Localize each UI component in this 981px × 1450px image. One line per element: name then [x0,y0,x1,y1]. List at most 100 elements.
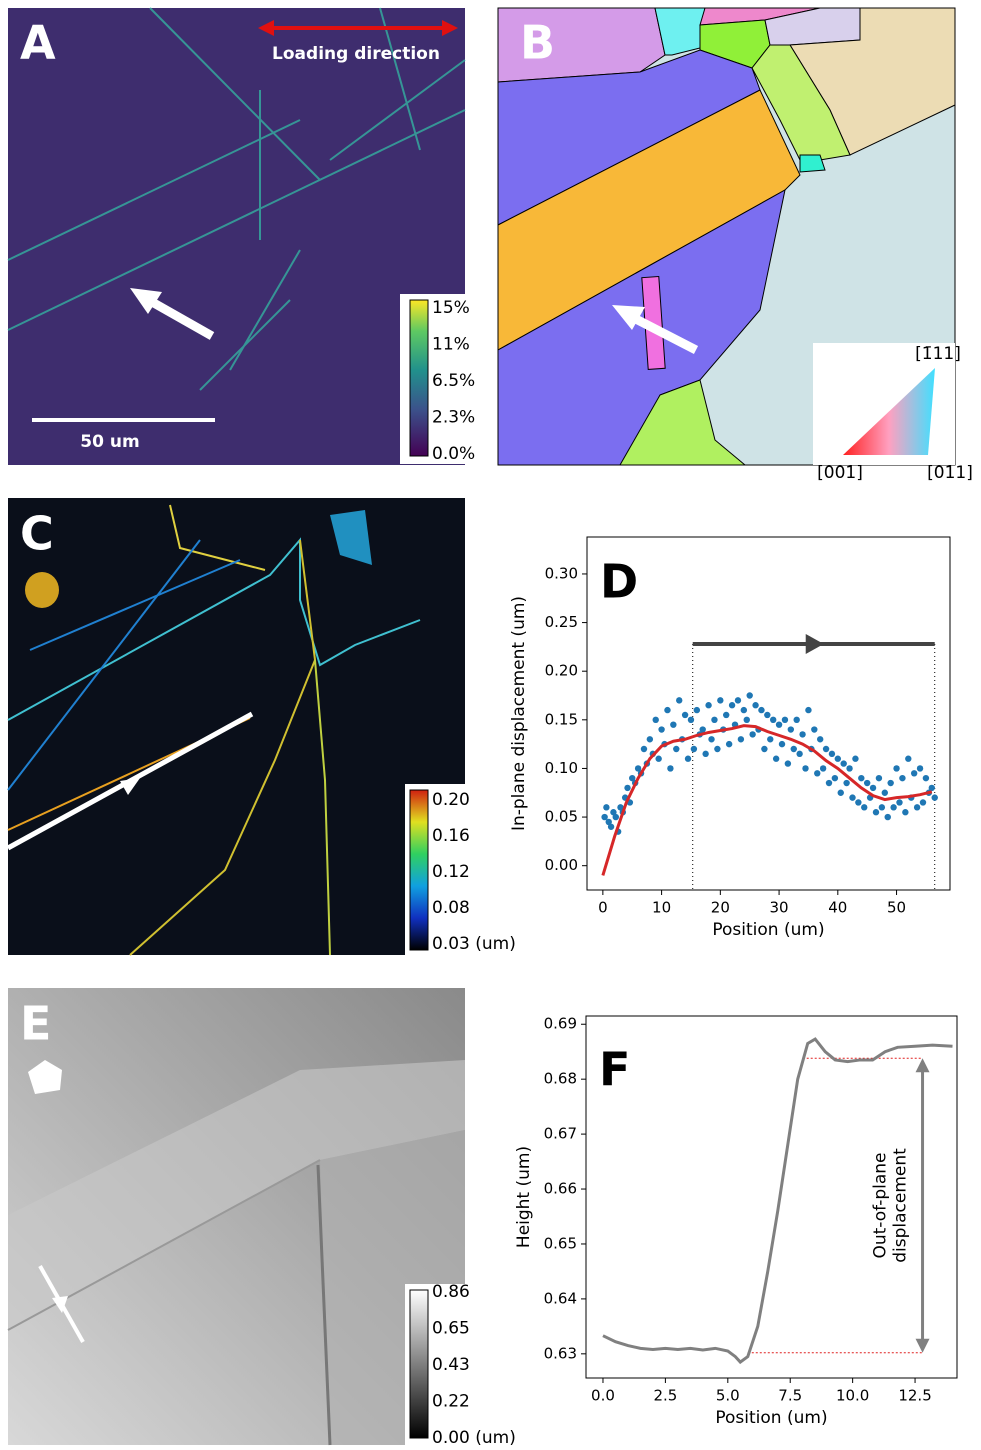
data-point [814,770,821,777]
data-point [740,706,748,714]
panel-label: D [600,555,638,609]
data-point [916,765,924,772]
y-tick-label: 0.00 [545,856,578,874]
feature [330,510,372,565]
data-point [802,765,809,772]
data-point [896,799,903,806]
data-point [899,774,906,782]
data-point [831,774,839,782]
data-point [684,755,692,762]
data-point [793,716,800,724]
data-point [902,809,909,816]
data-point [610,809,617,816]
x-tick-label: 2.5 [653,1387,677,1405]
data-point [664,706,671,714]
data-point [681,711,689,719]
data-point [711,716,718,724]
data-point [837,789,844,796]
data-point [875,774,883,782]
triangle-label: [011] [927,463,973,483]
y-tick-label: 0.63 [544,1344,577,1362]
data-point [607,823,615,830]
data-point [884,813,891,821]
data-point [816,736,824,743]
data-point [676,697,683,704]
ipf-triangle [843,368,935,455]
data-point [655,755,662,762]
panel-label: F [599,1043,630,1097]
y-axis-label: In-plane displacement (um) [509,596,529,831]
data-point [796,750,803,758]
data-point [887,779,894,787]
data-point [769,716,777,724]
y-tick-label: 0.64 [544,1289,577,1307]
data-line [601,724,933,876]
data-point [752,702,759,709]
data-line [602,1037,953,1365]
y-tick-label: 0.05 [545,808,578,826]
particle [28,1060,62,1094]
data-point [758,706,765,714]
colorbar-label: 0.03 (um) [432,934,516,954]
data-point [761,745,768,753]
triangle-label: [1̄11] [915,344,961,364]
scale-label: 50 um [80,432,139,452]
colorbar-label: 0.12 [432,862,470,882]
plot-area [585,1015,958,1379]
data-point [881,789,889,796]
data-point [646,736,654,743]
colorbar [409,789,429,951]
data-point [640,745,648,753]
data-point [670,721,677,728]
x-axis-label: Position (um) [712,920,824,940]
colorbar-label: 0.0% [432,444,475,464]
arrow-head [915,1058,930,1073]
particle [25,572,59,608]
data-point [919,799,927,806]
x-tick-label: 10.0 [836,1387,869,1405]
displacement-map [8,498,465,955]
data-point [811,726,818,733]
data-point [687,716,695,724]
arrow-head [915,1338,930,1353]
data-point [717,697,724,704]
chart: 0.0 2.5 5.0 7.5 10.0 12.5 0.63 0.64 0.65 0.66 0.67… [514,1015,958,1428]
charts: 0 10 20 30 40 50 0.00 0.05 0.10 0.15 0.20 0.25 0.30 P… [509,536,958,1428]
panel-label: B [520,16,555,70]
data-point [858,774,865,782]
colorbar-label: 11% [432,335,470,355]
data-point [778,740,786,748]
y-axis-label: Height (um) [514,1146,534,1248]
x-tick-label: 0.0 [591,1387,615,1405]
data-point [840,760,847,767]
x-tick-label: 50 [887,899,906,917]
data-point [890,804,897,811]
x-tick-label: 5.0 [716,1387,740,1405]
colorbar-label: 6.5% [432,371,475,391]
data-point [658,726,665,733]
data-point [781,716,789,724]
colorbar-label: 15% [432,298,470,318]
arrow-head [258,20,274,36]
y-tick-label: 0.10 [545,759,578,777]
data-point [772,755,780,762]
data-point [869,784,877,792]
data-point [931,794,938,801]
data-point [737,736,745,743]
arrow-head [130,288,162,314]
data-point [834,755,842,762]
data-point [852,755,859,762]
data-point [705,702,712,709]
data-point [863,779,871,787]
data-point [749,731,756,738]
chart: 0 10 20 30 40 50 0.00 0.05 0.10 0.15 0.20 0.25 0.30 P… [509,536,951,940]
y-tick-label: 0.69 [544,1015,577,1033]
data-point [743,716,750,724]
data-point [849,794,856,801]
x-tick-label: 10 [652,899,671,917]
data-point [612,813,619,821]
panel-c: C 0.20 0.16 0.12 0.08 0.03 (um) [6,498,516,956]
colorbar-label: 0.08 [432,898,470,918]
data-point [634,765,642,772]
